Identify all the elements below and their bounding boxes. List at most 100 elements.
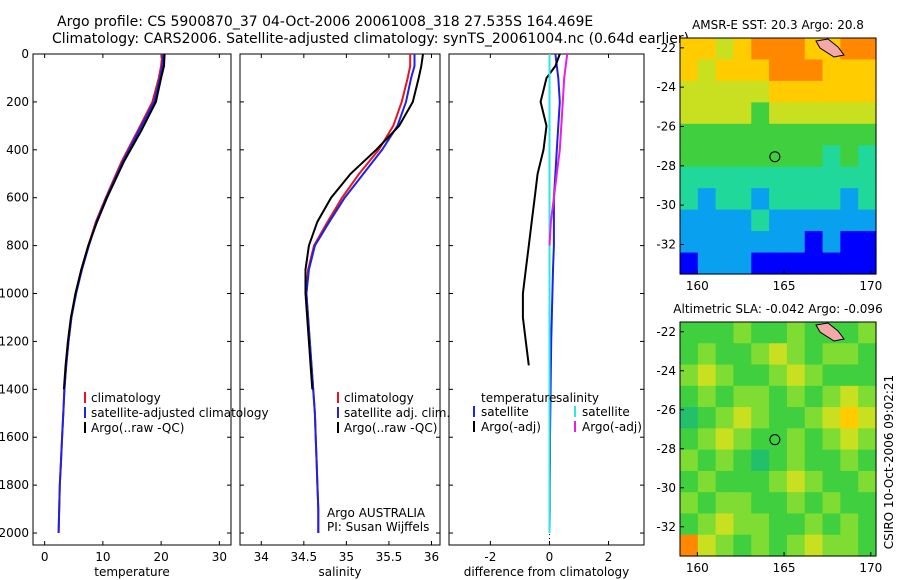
map-cell xyxy=(680,59,699,82)
map-cell xyxy=(804,470,824,493)
map-cell xyxy=(840,209,859,232)
map-cell xyxy=(769,343,788,366)
map-cell xyxy=(697,80,717,103)
x-tick-label: 36 xyxy=(424,550,439,564)
map-cell xyxy=(697,252,717,275)
legend-label: Argo(-adj) xyxy=(481,420,541,434)
map-cell xyxy=(786,188,806,211)
map-cell xyxy=(804,102,824,125)
map-cell xyxy=(769,364,788,387)
map-y-tick-label: -32 xyxy=(656,520,676,534)
map-cell xyxy=(733,166,752,189)
map-cell xyxy=(840,188,859,211)
map-cell xyxy=(786,231,806,254)
plot-frame xyxy=(32,53,232,546)
map-cell xyxy=(840,59,859,82)
y-tick-label: 1600 xyxy=(0,430,29,444)
map-cell xyxy=(786,385,806,408)
map-cell xyxy=(858,492,877,515)
y-tick-label: 800 xyxy=(6,239,29,253)
map-cell xyxy=(769,252,788,275)
map-cell xyxy=(822,492,841,515)
map-cell xyxy=(804,428,824,451)
map-cell xyxy=(733,492,752,515)
map-cell xyxy=(786,252,806,275)
map-cell xyxy=(822,123,841,146)
map-cell xyxy=(751,80,770,103)
map-cell xyxy=(733,343,752,366)
map-panel-2: 160 165 170 -22 -24 -26 -28 -30 -32 Altimetric SL… xyxy=(656,302,882,575)
y-tick-label: 1800 xyxy=(0,478,29,492)
x-axis-label: salinity xyxy=(318,565,361,579)
map-cell xyxy=(733,252,752,275)
map-cell xyxy=(858,209,877,232)
map-cell xyxy=(786,534,806,557)
map-cell xyxy=(697,166,717,189)
figure-title-line1: Argo profile: CS 5900870_37 04-Oct-2006 … xyxy=(57,14,594,30)
map-cell xyxy=(786,59,806,82)
series-line-2 xyxy=(57,53,165,534)
map-cell xyxy=(697,534,717,557)
map-cell xyxy=(858,385,877,408)
map-cell xyxy=(751,188,770,211)
map-x-tick-label: 165 xyxy=(773,561,796,575)
legend-label: climatology xyxy=(91,391,161,405)
map-cell xyxy=(769,492,788,515)
x-axis-label: difference from climatology xyxy=(464,565,630,579)
map-cell xyxy=(804,385,824,408)
legend-label: satellite xyxy=(582,405,630,419)
map-cell xyxy=(822,59,841,82)
series-line-4 xyxy=(548,53,569,246)
map-cell xyxy=(680,145,699,168)
map-cell xyxy=(715,385,735,408)
map-cell xyxy=(733,407,752,429)
x-tick-label: 2 xyxy=(605,550,613,564)
map-cell xyxy=(680,513,699,536)
x-tick-label: 30 xyxy=(212,550,227,564)
map-cell xyxy=(751,123,770,146)
map-cell xyxy=(769,428,788,451)
map-cell xyxy=(822,80,841,103)
map-cell xyxy=(840,364,859,387)
map-cell xyxy=(822,209,841,232)
map-cell xyxy=(786,428,806,451)
map-cell xyxy=(858,38,877,61)
map-cell xyxy=(733,231,752,254)
map-cell xyxy=(804,364,824,387)
map-cell xyxy=(715,407,735,429)
map-y-tick-label: -30 xyxy=(656,198,676,212)
map-cell xyxy=(715,252,735,275)
map-cell xyxy=(751,407,770,429)
map-cell xyxy=(715,209,735,232)
legend-group-title: temperature xyxy=(481,391,556,405)
map-cell xyxy=(858,513,877,536)
map-cell xyxy=(786,166,806,189)
map-cell xyxy=(769,534,788,557)
map-cell xyxy=(786,322,806,344)
y-tick-label: 400 xyxy=(6,143,29,157)
map-cell xyxy=(840,166,859,189)
map-cell xyxy=(822,102,841,125)
map-cell xyxy=(697,385,717,408)
x-axis-label: temperature xyxy=(94,565,169,579)
map-cell xyxy=(715,364,735,387)
map-cell xyxy=(680,385,699,408)
map-cell xyxy=(715,145,735,168)
map-cell xyxy=(751,513,770,536)
map-frame xyxy=(679,321,877,557)
map-cell xyxy=(840,407,859,429)
map-cell xyxy=(804,59,824,82)
map-cell xyxy=(769,407,788,429)
map-cell xyxy=(680,492,699,515)
map-x-tick-label: 170 xyxy=(859,279,882,293)
map-cell xyxy=(733,513,752,536)
map-cell xyxy=(715,123,735,146)
map-x-tick-label: 160 xyxy=(686,561,709,575)
map-cell xyxy=(786,343,806,366)
map-cell xyxy=(715,513,735,536)
map-cell xyxy=(697,102,717,125)
series-line-3 xyxy=(304,53,424,390)
map-x-tick-label: 160 xyxy=(686,279,709,293)
map-cell xyxy=(697,188,717,211)
